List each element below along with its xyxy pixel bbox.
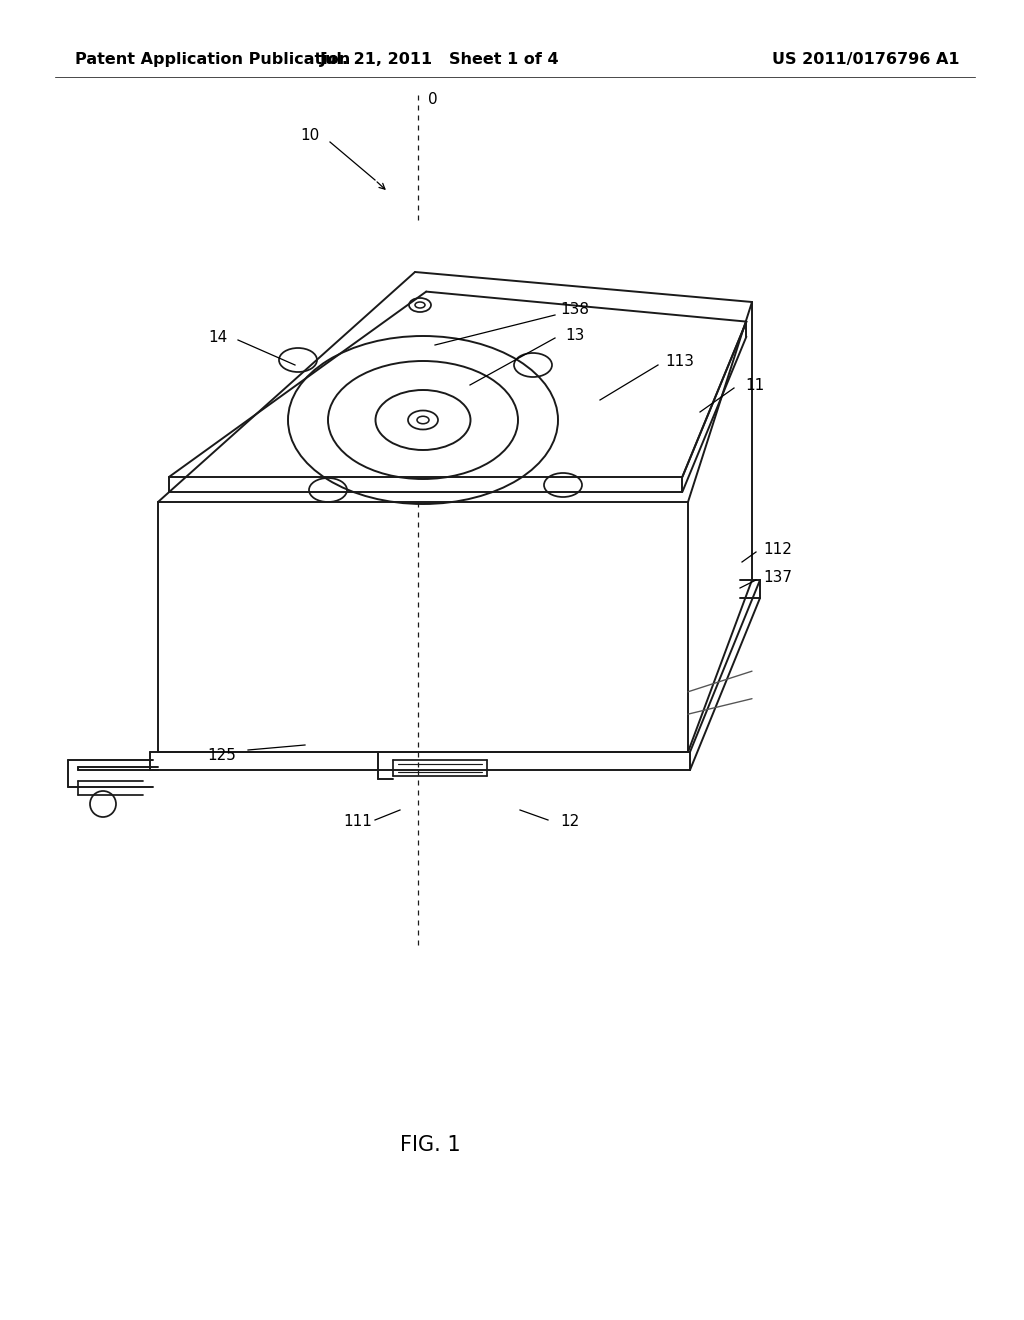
- Text: 125: 125: [208, 747, 237, 763]
- Text: 0: 0: [428, 92, 438, 107]
- Text: 138: 138: [560, 302, 590, 318]
- Text: FIG. 1: FIG. 1: [399, 1135, 461, 1155]
- Text: 10: 10: [300, 128, 319, 143]
- Text: 11: 11: [745, 378, 765, 392]
- Text: US 2011/0176796 A1: US 2011/0176796 A1: [772, 51, 961, 67]
- Text: 12: 12: [560, 814, 580, 829]
- Text: 113: 113: [666, 355, 694, 370]
- Text: Patent Application Publication: Patent Application Publication: [75, 51, 350, 67]
- Text: 137: 137: [764, 570, 793, 586]
- Text: Jul. 21, 2011   Sheet 1 of 4: Jul. 21, 2011 Sheet 1 of 4: [321, 51, 560, 67]
- Text: 111: 111: [344, 814, 373, 829]
- Text: 14: 14: [208, 330, 227, 346]
- Text: 13: 13: [565, 327, 585, 342]
- Text: 112: 112: [764, 543, 793, 557]
